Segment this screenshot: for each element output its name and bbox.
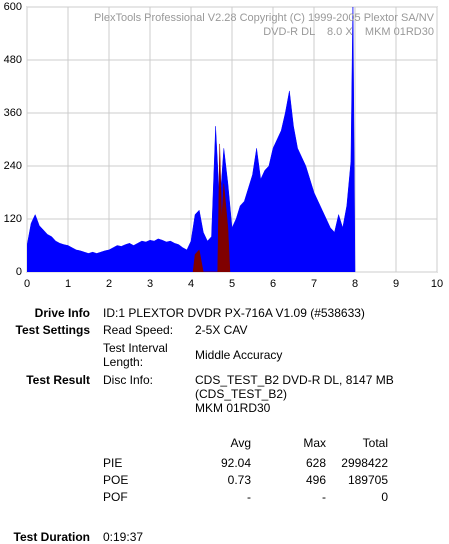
value: MKM 01RD30 xyxy=(195,401,271,415)
value: Middle Accuracy xyxy=(195,348,283,362)
table-cell: Avg xyxy=(230,436,251,450)
table-cell: 628 xyxy=(305,456,326,470)
label: Test Duration xyxy=(13,530,90,544)
x-tick-label: 9 xyxy=(393,278,399,290)
table-cell: 92.04 xyxy=(220,456,251,470)
x-tick-label: 5 xyxy=(229,278,235,290)
x-tick-label: 6 xyxy=(270,278,276,290)
value: CDS_TEST_B2 DVD-R DL, 8147 MB xyxy=(195,373,394,387)
label: Drive Info xyxy=(34,306,90,320)
table-cell: 189705 xyxy=(347,473,388,487)
x-tick-label: 10 xyxy=(431,278,443,290)
y-tick-label: 0 xyxy=(16,266,22,278)
chart-subtitle: DVD-R DL 8.0 X MKM 01RD30 xyxy=(263,26,434,38)
label: Read Speed: xyxy=(103,323,174,337)
x-tick-label: 8 xyxy=(352,278,358,290)
label: Test Settings xyxy=(15,323,90,337)
table-cell: - xyxy=(247,490,251,504)
label: Disc Info: xyxy=(103,373,154,387)
table-cell: POE xyxy=(103,473,129,487)
table-cell: Total xyxy=(362,436,388,450)
label: Test Interval xyxy=(103,341,168,355)
value: 2-5X CAV xyxy=(195,323,248,337)
table-cell: 2998422 xyxy=(341,456,388,470)
x-tick-label: 7 xyxy=(311,278,317,290)
label: Length: xyxy=(103,355,144,369)
chart-title: PlexTools Professional V2.28 Copyright (… xyxy=(94,12,435,24)
chart: PlexTools Professional V2.28 Copyright (… xyxy=(4,1,443,290)
x-tick-label: 1 xyxy=(65,278,71,290)
table-cell: 0 xyxy=(381,490,388,504)
area xyxy=(27,7,356,272)
x-tick-label: 3 xyxy=(147,278,153,290)
area xyxy=(192,143,231,272)
y-tick-label: 600 xyxy=(4,1,22,13)
x-tick-label: 0 xyxy=(24,278,30,290)
y-tick-label: 120 xyxy=(4,213,22,225)
table-cell: 0.73 xyxy=(227,473,251,487)
value: (CDS_TEST_B2) xyxy=(195,387,288,401)
label: Test Result xyxy=(26,373,90,387)
table-cell: POF xyxy=(103,490,128,504)
y-tick-label: 240 xyxy=(4,160,22,172)
x-tick-label: 2 xyxy=(106,278,112,290)
value: ID:1 PLEXTOR DVDR PX-716A V1.09 (#538633… xyxy=(103,306,365,320)
table-cell: 496 xyxy=(305,473,326,487)
table-cell: - xyxy=(322,490,326,504)
x-tick-label: 4 xyxy=(188,278,194,290)
value: 0:19:37 xyxy=(103,530,144,544)
y-tick-label: 480 xyxy=(4,54,22,66)
table-cell: PIE xyxy=(103,456,123,470)
y-tick-label: 360 xyxy=(4,107,22,119)
table-cell: Max xyxy=(303,436,326,450)
